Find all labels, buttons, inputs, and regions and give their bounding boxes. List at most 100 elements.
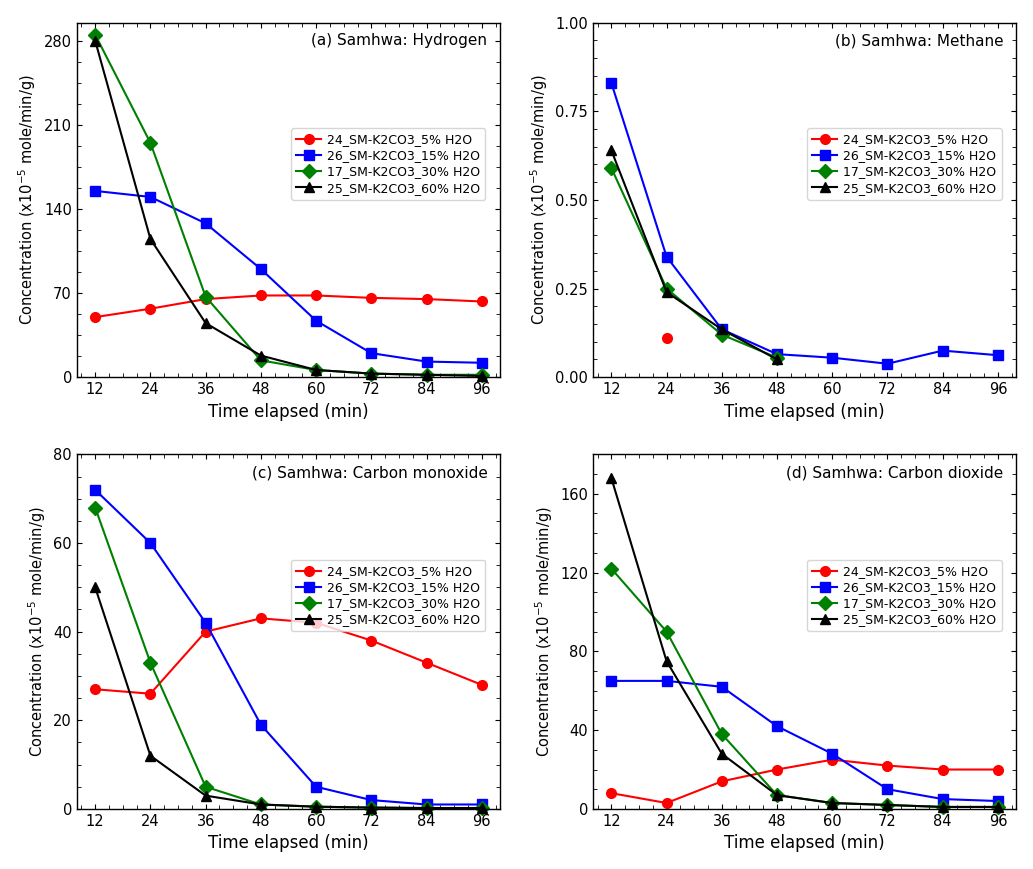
24_SM-K2CO3_5% H2O [255, 614, 268, 624]
17_SM-K2CO3_30% H2O [145, 137, 157, 148]
25_SM-K2CO3_60% H2O [716, 324, 728, 335]
17_SM-K2CO3_30% H2O [420, 803, 433, 813]
17_SM-K2CO3_30% H2O [881, 799, 894, 810]
X-axis label: Time elapsed (min): Time elapsed (min) [724, 834, 885, 852]
25_SM-K2CO3_60% H2O [89, 36, 101, 46]
26_SM-K2CO3_15% H2O [605, 77, 618, 88]
25_SM-K2CO3_60% H2O [826, 798, 839, 808]
24_SM-K2CO3_5% H2O [475, 296, 488, 307]
17_SM-K2CO3_30% H2O [475, 803, 488, 813]
X-axis label: Time elapsed (min): Time elapsed (min) [724, 402, 885, 421]
26_SM-K2CO3_15% H2O [420, 799, 433, 810]
26_SM-K2CO3_15% H2O [255, 720, 268, 730]
Line: 25_SM-K2CO3_60% H2O: 25_SM-K2CO3_60% H2O [90, 582, 487, 813]
26_SM-K2CO3_15% H2O [145, 538, 157, 548]
25_SM-K2CO3_60% H2O [145, 751, 157, 761]
24_SM-K2CO3_5% H2O [145, 688, 157, 699]
25_SM-K2CO3_60% H2O [420, 803, 433, 813]
26_SM-K2CO3_15% H2O [199, 618, 212, 628]
24_SM-K2CO3_5% H2O [199, 294, 212, 304]
26_SM-K2CO3_15% H2O [365, 795, 377, 806]
Line: 25_SM-K2CO3_60% H2O: 25_SM-K2CO3_60% H2O [90, 36, 487, 381]
24_SM-K2CO3_5% H2O [310, 618, 322, 628]
26_SM-K2CO3_15% H2O [310, 315, 322, 326]
Line: 17_SM-K2CO3_30% H2O: 17_SM-K2CO3_30% H2O [90, 502, 487, 813]
26_SM-K2CO3_15% H2O [660, 251, 672, 262]
Y-axis label: Concentration (x10$^{-5}$ mole/min/g): Concentration (x10$^{-5}$ mole/min/g) [17, 75, 38, 325]
26_SM-K2CO3_15% H2O [310, 781, 322, 792]
Line: 25_SM-K2CO3_60% H2O: 25_SM-K2CO3_60% H2O [606, 473, 1003, 812]
17_SM-K2CO3_30% H2O [605, 563, 618, 574]
25_SM-K2CO3_60% H2O [605, 145, 618, 156]
Line: 24_SM-K2CO3_5% H2O: 24_SM-K2CO3_5% H2O [606, 755, 1003, 808]
26_SM-K2CO3_15% H2O [199, 218, 212, 229]
26_SM-K2CO3_15% H2O [89, 186, 101, 196]
24_SM-K2CO3_5% H2O [992, 765, 1004, 775]
17_SM-K2CO3_30% H2O [199, 781, 212, 792]
26_SM-K2CO3_15% H2O [145, 192, 157, 202]
Legend: 24_SM-K2CO3_5% H2O, 26_SM-K2CO3_15% H2O, 17_SM-K2CO3_30% H2O, 25_SM-K2CO3_60% H2: 24_SM-K2CO3_5% H2O, 26_SM-K2CO3_15% H2O,… [291, 560, 486, 631]
25_SM-K2CO3_60% H2O [475, 803, 488, 813]
X-axis label: Time elapsed (min): Time elapsed (min) [209, 834, 369, 852]
Line: 17_SM-K2CO3_30% H2O: 17_SM-K2CO3_30% H2O [606, 564, 1003, 812]
24_SM-K2CO3_5% H2O [605, 788, 618, 799]
25_SM-K2CO3_60% H2O [771, 790, 783, 800]
17_SM-K2CO3_30% H2O [255, 799, 268, 810]
Line: 25_SM-K2CO3_60% H2O: 25_SM-K2CO3_60% H2O [606, 145, 782, 364]
17_SM-K2CO3_30% H2O [605, 163, 618, 173]
17_SM-K2CO3_30% H2O [420, 369, 433, 380]
Legend: 24_SM-K2CO3_5% H2O, 26_SM-K2CO3_15% H2O, 17_SM-K2CO3_30% H2O, 25_SM-K2CO3_60% H2: 24_SM-K2CO3_5% H2O, 26_SM-K2CO3_15% H2O,… [807, 560, 1002, 631]
25_SM-K2CO3_60% H2O [145, 234, 157, 244]
Line: 26_SM-K2CO3_15% H2O: 26_SM-K2CO3_15% H2O [606, 676, 1003, 806]
26_SM-K2CO3_15% H2O [992, 796, 1004, 806]
17_SM-K2CO3_30% H2O [716, 729, 728, 740]
24_SM-K2CO3_5% H2O [881, 760, 894, 771]
25_SM-K2CO3_60% H2O [199, 791, 212, 801]
25_SM-K2CO3_60% H2O [420, 369, 433, 380]
Text: (c) Samhwa: Carbon monoxide: (c) Samhwa: Carbon monoxide [252, 465, 488, 480]
17_SM-K2CO3_30% H2O [771, 353, 783, 363]
25_SM-K2CO3_60% H2O [660, 656, 672, 667]
17_SM-K2CO3_30% H2O [145, 658, 157, 668]
Text: (d) Samhwa: Carbon dioxide: (d) Samhwa: Carbon dioxide [786, 465, 1004, 480]
17_SM-K2CO3_30% H2O [716, 329, 728, 340]
26_SM-K2CO3_15% H2O [660, 676, 672, 687]
24_SM-K2CO3_5% H2O [255, 290, 268, 301]
25_SM-K2CO3_60% H2O [771, 355, 783, 365]
24_SM-K2CO3_5% H2O [89, 312, 101, 322]
25_SM-K2CO3_60% H2O [310, 801, 322, 812]
25_SM-K2CO3_60% H2O [255, 350, 268, 361]
26_SM-K2CO3_15% H2O [937, 794, 949, 805]
26_SM-K2CO3_15% H2O [89, 485, 101, 495]
17_SM-K2CO3_30% H2O [365, 802, 377, 813]
25_SM-K2CO3_60% H2O [310, 365, 322, 375]
26_SM-K2CO3_15% H2O [937, 345, 949, 355]
24_SM-K2CO3_5% H2O [145, 303, 157, 314]
26_SM-K2CO3_15% H2O [771, 349, 783, 360]
26_SM-K2CO3_15% H2O [992, 350, 1004, 361]
Legend: 24_SM-K2CO3_5% H2O, 26_SM-K2CO3_15% H2O, 17_SM-K2CO3_30% H2O, 25_SM-K2CO3_60% H2: 24_SM-K2CO3_5% H2O, 26_SM-K2CO3_15% H2O,… [291, 129, 486, 200]
25_SM-K2CO3_60% H2O [199, 318, 212, 328]
25_SM-K2CO3_60% H2O [881, 799, 894, 810]
24_SM-K2CO3_5% H2O [310, 290, 322, 301]
26_SM-K2CO3_15% H2O [255, 264, 268, 275]
24_SM-K2CO3_5% H2O [420, 658, 433, 668]
Line: 26_SM-K2CO3_15% H2O: 26_SM-K2CO3_15% H2O [606, 78, 1003, 368]
26_SM-K2CO3_15% H2O [605, 676, 618, 687]
25_SM-K2CO3_60% H2O [716, 748, 728, 759]
26_SM-K2CO3_15% H2O [365, 348, 377, 358]
17_SM-K2CO3_30% H2O [255, 355, 268, 366]
Line: 17_SM-K2CO3_30% H2O: 17_SM-K2CO3_30% H2O [606, 163, 782, 362]
26_SM-K2CO3_15% H2O [881, 359, 894, 369]
Line: 26_SM-K2CO3_15% H2O: 26_SM-K2CO3_15% H2O [90, 485, 487, 809]
25_SM-K2CO3_60% H2O [605, 473, 618, 483]
Line: 24_SM-K2CO3_5% H2O: 24_SM-K2CO3_5% H2O [90, 290, 487, 322]
24_SM-K2CO3_5% H2O [771, 765, 783, 775]
Line: 24_SM-K2CO3_5% H2O: 24_SM-K2CO3_5% H2O [90, 614, 487, 699]
24_SM-K2CO3_5% H2O [365, 635, 377, 646]
24_SM-K2CO3_5% H2O [475, 680, 488, 690]
25_SM-K2CO3_60% H2O [992, 802, 1004, 813]
26_SM-K2CO3_15% H2O [826, 353, 839, 363]
17_SM-K2CO3_30% H2O [365, 368, 377, 379]
26_SM-K2CO3_15% H2O [475, 357, 488, 368]
